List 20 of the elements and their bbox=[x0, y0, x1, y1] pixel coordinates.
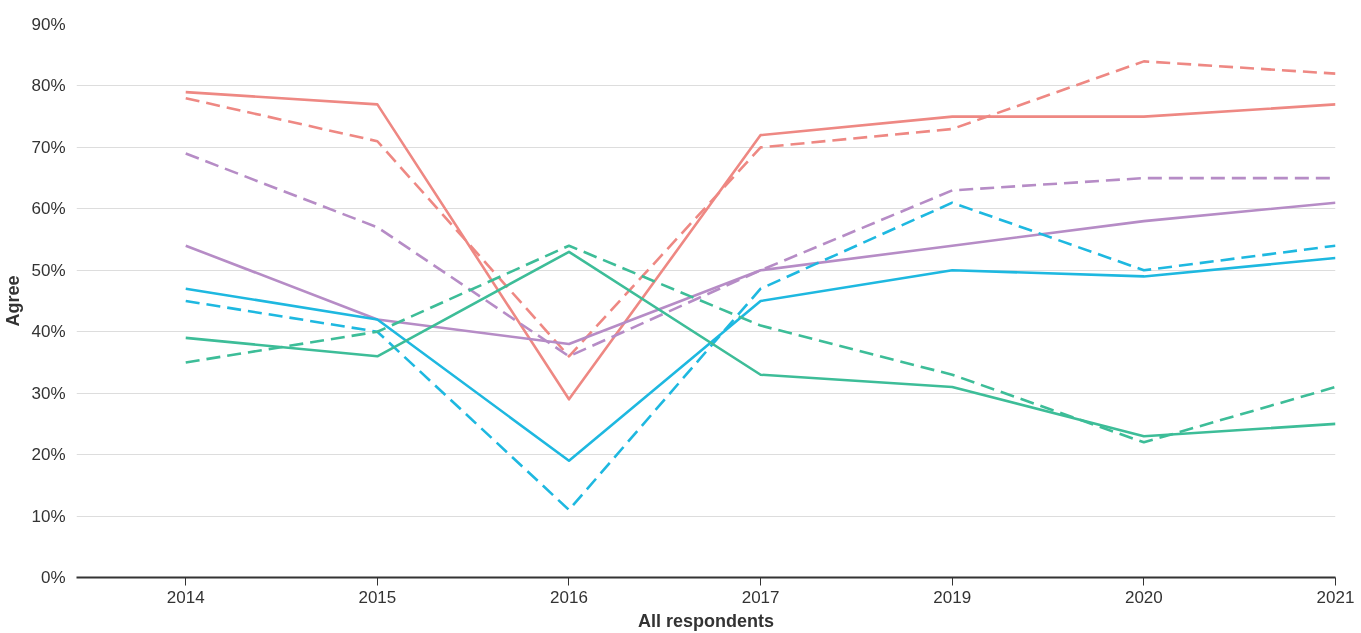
y-tick-label: 50% bbox=[31, 260, 66, 280]
y-tick-label: 90% bbox=[31, 15, 66, 34]
y-tick-label: 10% bbox=[31, 506, 66, 526]
y-tick-label: 60% bbox=[31, 199, 66, 219]
y-tick-label: 0% bbox=[40, 568, 66, 587]
y-tick-label: 80% bbox=[31, 76, 66, 96]
x-tick-label: 2020 bbox=[1124, 587, 1163, 607]
y-tick-label: 30% bbox=[31, 383, 66, 403]
y-tick-label: 20% bbox=[31, 445, 66, 465]
x-axis-title: All respondents bbox=[637, 610, 775, 631]
x-tick-label: 2017 bbox=[741, 587, 780, 607]
x-tick-label: 2014 bbox=[166, 587, 205, 607]
y-tick-label: 40% bbox=[31, 322, 66, 342]
line-series bbox=[184, 201, 1336, 512]
y-tick-label: 70% bbox=[31, 137, 66, 157]
x-tick-label: 2015 bbox=[358, 587, 397, 607]
y-axis-title: Agree bbox=[3, 275, 24, 327]
x-tick-label: 2019 bbox=[933, 587, 972, 607]
x-tick-label: 2021 bbox=[1316, 587, 1355, 607]
x-tick-label: 2016 bbox=[550, 587, 588, 607]
